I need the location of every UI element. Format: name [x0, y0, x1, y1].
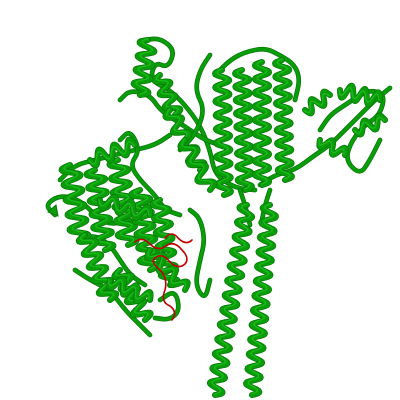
helix-1 [232, 67, 255, 193]
helix-14-highlight [115, 268, 149, 320]
coil-3 [258, 86, 392, 187]
helix-4-highlight [211, 203, 251, 395]
helix-8-highlight [63, 163, 87, 240]
helix-6 [131, 37, 157, 98]
helix-7-highlight [155, 73, 179, 115]
ligand-path [134, 233, 193, 321]
helix-18 [107, 276, 153, 304]
coil-1 [118, 90, 222, 147]
helix-24 [302, 89, 333, 116]
helix-1-highlight [236, 68, 251, 190]
helix-3-highlight [276, 58, 291, 180]
helix-2-highlight [256, 60, 268, 185]
helix-20-highlight [181, 138, 213, 190]
helix-17-highlight [98, 198, 150, 217]
helix-3 [272, 57, 295, 183]
helix-13 [76, 232, 119, 303]
helix-10 [107, 157, 139, 248]
helix-0 [212, 67, 234, 198]
helix-4 [207, 202, 255, 398]
helix-5-highlight [247, 203, 275, 395]
coil-4 [318, 89, 385, 173]
helix-13-highlight [79, 233, 115, 300]
helix-20 [178, 137, 217, 193]
helix-14 [112, 267, 153, 323]
helix-21 [337, 83, 383, 107]
helix-15-highlight [147, 248, 187, 290]
helix-7 [152, 72, 183, 118]
helix-23-highlight [318, 138, 345, 156]
helix-22-highlight [353, 116, 385, 134]
helix-17 [97, 194, 153, 221]
ligand-strand [134, 233, 193, 321]
helix-6-highlight [135, 38, 153, 95]
helix-0-highlight [216, 68, 230, 195]
helix-16 [87, 137, 138, 168]
coil-12 [178, 53, 212, 152]
helix-5 [243, 202, 279, 398]
helix-16-highlight [88, 141, 135, 165]
small-strand-arrow [47, 204, 59, 217]
helix-10-highlight [111, 158, 135, 245]
helix-8 [59, 162, 91, 243]
helix-21-highlight [338, 86, 380, 103]
helix-24-highlight [303, 93, 330, 114]
coil-0 [143, 37, 257, 192]
helix-23 [317, 137, 348, 158]
coil-9 [188, 208, 212, 298]
alpha-helices [58, 37, 388, 398]
helix-2 [252, 59, 272, 188]
helix-18-highlight [108, 278, 150, 301]
coil-2 [213, 47, 301, 102]
helix-22 [352, 113, 388, 137]
